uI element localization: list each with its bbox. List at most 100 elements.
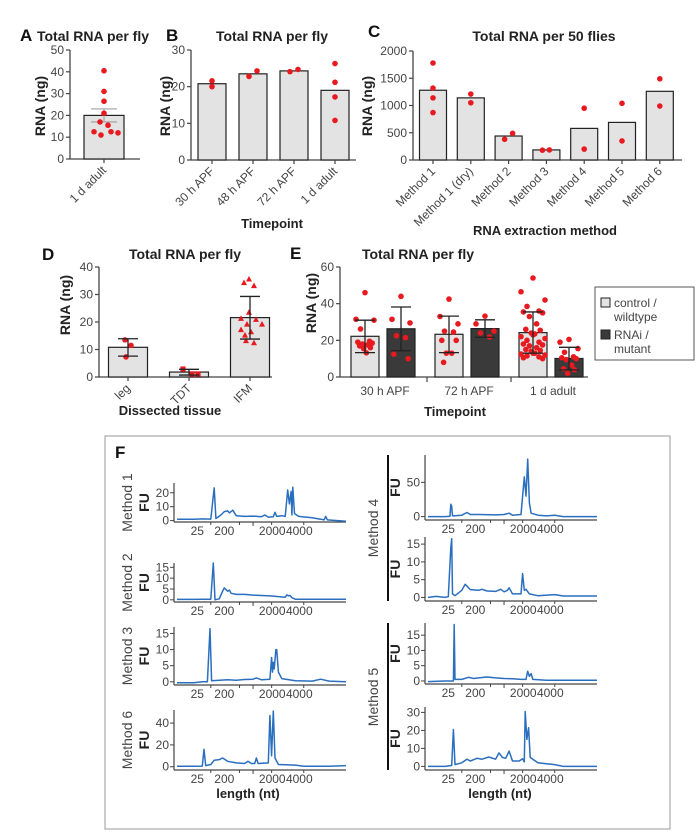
panel-b-y-tick-label: 10 [172,116,186,130]
panel-b-y-tick-label: 0 [178,153,185,167]
panel-f-method-5-bottom-x-tick-label: 2000 [510,772,537,786]
panel-e-point [537,327,543,334]
panel-f-method-4-top-trace [428,458,597,518]
panel-a-y-tick-label: 30 [51,87,65,101]
panel-a: A Total RNA per fly RNA (ng) [20,26,149,136]
panel-c-x-tick-label: Method 6 [620,164,666,210]
panel-b-y-tick-label: 30 [172,43,186,57]
panel-e-point [398,293,404,300]
legend-label-control-2: wildtype [613,310,658,324]
panel-e-point [440,359,447,366]
panel-c-bar [570,127,599,161]
panel-e-point [491,328,497,334]
panel-f-method-2-y-tick-label: 5 [162,582,169,596]
panel-f-method-6-trace [177,710,347,767]
panel-a-point [115,130,121,136]
panel-d-y-tick-label: 10 [80,343,94,357]
panel-f-method-1-method-label: Method 1 [119,473,135,532]
panel-d-point [241,279,247,286]
panel-c-bar [645,90,674,161]
panel-f-method-4-bottom-y-tick-label: 0 [413,590,420,604]
panel-b-point [332,94,338,100]
panel-f-method-5-bottom-ylabel: FU [387,729,403,748]
panel-f-method-2-x-tick-label: 4000 [286,604,313,618]
panel-f-method-6-x-tick-label: 200 [214,772,234,786]
panel-c-point [501,136,508,143]
panel-f-method-4-bottom-trace [427,538,597,599]
panel-c-bar [418,89,448,161]
panel-e-point [356,343,363,349]
panel-c-point [430,109,436,116]
panel-f-method-2-x-tick-label: 25 [191,604,205,618]
panel-b-bar [279,70,309,161]
panel-e-point [441,328,448,334]
panel-e-point [453,337,460,344]
panel-a-point [97,119,103,125]
panel-d-x-tick-label: leg [112,381,133,402]
panel-e-point [362,289,368,296]
panel-f-method-1-y-tick-label: 20 [156,486,170,500]
panel-f-method-3-x-tick-label: 25 [191,687,205,701]
panel-a-point [91,128,97,135]
panel-d-point [238,326,244,333]
panel-b-ylabel: RNA (ng) [157,76,173,136]
panel-e-y-tick-label: 20 [321,333,335,347]
panel-e-ylabel: RNA (ng) [303,273,319,333]
panel-b-x-tick-label: 30 h APF [172,164,217,209]
panel-label-e: E [290,244,301,263]
panel-b-point [295,66,301,73]
panel-d-point [253,316,259,322]
panel-d-point [189,371,195,377]
panel-e-point [542,297,548,303]
panel-e-point [524,303,530,310]
panel-f-method-3-y-tick-label: 15 [156,626,170,640]
panel-c-bar [456,97,485,161]
panel-f-method-5-top-y-tick-label: 10 [407,643,421,657]
panel-f-method-4-top-x-tick-label: 2000 [510,522,537,536]
panel-f-method-3-x-tick-label: 4000 [286,687,313,701]
panel-b-point [246,73,252,80]
panel-e-point [482,313,488,319]
panel-f-method-4-bottom-y-tick-label: 10 [407,555,421,569]
panel-b-title: Total RNA per fly [216,28,328,44]
panel-d-point [246,275,252,282]
panel-c-y-tick-label: 500 [387,126,407,140]
panel-e-point [520,354,527,361]
panel-c-bar [494,135,523,161]
panel-f-method-4-top-y-tick-label: 50 [407,475,421,489]
panel-e-point [568,362,575,368]
panel-f-method-3-ylabel: FU [136,647,152,666]
panel-e-point [520,341,527,347]
panel-f-method-2-y-tick-label: 0 [162,593,169,607]
panel-f-method-4-label: Method 4 [365,499,381,558]
panel-e-point [439,337,445,344]
panel-b-point [332,79,338,86]
panel-b-x-tick-label: 1 d adult [298,164,341,207]
panel-d-point [259,321,265,327]
panel-f-method-4-top-ylabel: FU [387,478,403,497]
panel-c-x-tick-label: Method 4 [544,164,590,210]
panel-f-method-1-x-tick-label: 25 [191,524,205,538]
panel-d-y-tick-label: 0 [86,370,93,384]
legend-label-rnai-2: mutant [614,342,651,356]
panel-b-y-tick-label: 20 [172,80,186,94]
panel-label-c: C [368,22,380,41]
panel-b-point [254,68,260,74]
panel-e-point [391,351,397,357]
panel-c-point [430,95,436,101]
panel-f-method-5-top-y-tick-label: 15 [407,628,421,642]
panel-f-method-4-bottom-x-tick-label: 25 [442,603,456,617]
panel-c-y-tick-label: 1500 [380,71,407,85]
panel-e-point [450,329,457,335]
panel-e-x-tick-label: 30 h APF [360,384,409,398]
panel-c-point [581,105,587,112]
panel-c-y-tick-label: 0 [400,153,407,167]
panel-e-point [542,335,548,342]
panel-f-method-5-bottom-y-tick-label: 30 [407,705,421,719]
panel-e-point [393,332,400,339]
panel-c-y-tick-label: 1000 [380,99,407,113]
panel-f-method-4-bottom-x-tick-label: 4000 [537,603,564,617]
panel-f-method-1-y-tick-label: 10 [156,500,170,514]
panel-f-method-5-top-x-tick-label: 4000 [537,686,564,700]
panel-label-a: A [20,26,32,45]
